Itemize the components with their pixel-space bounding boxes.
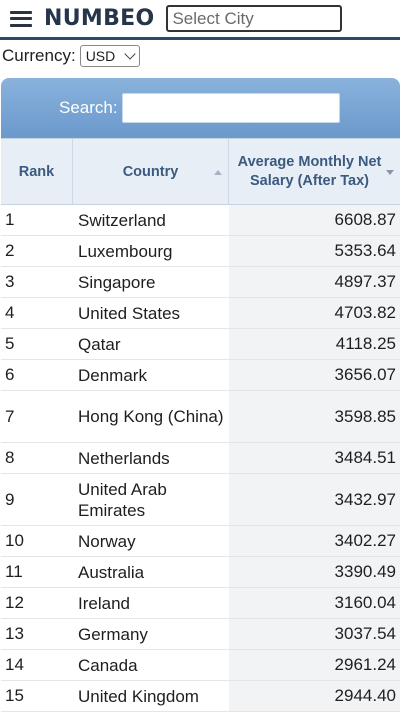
column-header-country[interactable]: Country [73, 139, 229, 204]
currency-label: Currency: [2, 46, 76, 65]
rank-cell: 11 [5, 562, 23, 581]
country-cell[interactable]: Germany [78, 624, 148, 644]
country-cell[interactable]: Norway [78, 531, 136, 551]
sort-ascending-icon [214, 170, 222, 175]
country-cell[interactable]: Netherlands [78, 448, 170, 468]
column-header-country-label: Country [122, 163, 179, 180]
country-cell[interactable]: Qatar [78, 334, 121, 354]
search-input[interactable] [121, 93, 340, 123]
salary-cell: 3037.54 [229, 619, 400, 649]
salary-cell: 3656.07 [229, 360, 400, 390]
country-cell[interactable]: Hong Kong (China) [78, 407, 224, 426]
salary-cell: 3598.85 [229, 391, 400, 442]
table-row: 11 Australia 3390.49 [1, 557, 400, 588]
table-row: 12 Ireland 3160.04 [1, 588, 400, 619]
select-city-box[interactable] [166, 5, 343, 32]
top-bar: NUMBEO [0, 0, 400, 40]
rank-cell: 14 [5, 655, 24, 674]
salary-cell: 2961.24 [229, 650, 400, 680]
currency-row: Currency: USD [0, 40, 400, 72]
rank-cell: 13 [5, 624, 24, 643]
rank-cell: 3 [5, 272, 15, 291]
country-cell[interactable]: Australia [78, 562, 145, 582]
select-city-input[interactable] [172, 8, 337, 29]
country-cell[interactable]: United States [78, 303, 181, 323]
salary-table: Search: Rank Country Average Monthly Net… [1, 78, 400, 712]
hamburger-menu-icon[interactable] [10, 10, 32, 27]
table-row: 6 Denmark 3656.07 [1, 360, 400, 391]
rank-cell: 1 [5, 210, 15, 229]
salary-cell: 3432.97 [229, 474, 400, 525]
salary-cell: 2944.40 [229, 681, 400, 711]
table-row: 14 Canada 2961.24 [1, 650, 400, 681]
rank-cell: 6 [5, 365, 15, 384]
search-label: Search: [59, 98, 118, 117]
rank-cell: 10 [5, 531, 24, 550]
country-cell[interactable]: Luxembourg [78, 241, 173, 261]
salary-cell: 5353.64 [229, 236, 400, 266]
country-cell[interactable]: Denmark [78, 365, 147, 385]
salary-cell: 6608.87 [229, 205, 400, 235]
column-header-salary[interactable]: Average Monthly Net Salary (After Tax) [229, 139, 400, 204]
country-cell[interactable]: United Arab Emirates [78, 479, 167, 520]
table-row: 7 Hong Kong (China) 3598.85 [1, 391, 400, 443]
salary-cell: 3402.27 [229, 526, 400, 556]
rank-cell: 7 [5, 406, 15, 426]
table-row: 5 Qatar 4118.25 [1, 329, 400, 360]
salary-cell: 3390.49 [229, 557, 400, 587]
table-search-bar: Search: [1, 78, 400, 138]
numbeo-logo[interactable]: NUMBEO [44, 6, 155, 31]
country-cell[interactable]: Singapore [78, 272, 156, 292]
chevron-down-icon [124, 48, 136, 60]
country-cell[interactable]: United Kingdom [78, 686, 199, 706]
rank-cell: 15 [5, 686, 24, 705]
rank-cell: 8 [5, 448, 15, 467]
salary-cell: 4703.82 [229, 298, 400, 328]
table-row: 13 Germany 3037.54 [1, 619, 400, 650]
country-cell[interactable]: Switzerland [78, 210, 166, 230]
salary-cell: 4118.25 [229, 329, 400, 359]
rank-cell: 9 [5, 489, 15, 509]
rank-cell: 12 [5, 593, 24, 612]
table-row: 10 Norway 3402.27 [1, 526, 400, 557]
sort-descending-icon [386, 170, 394, 175]
table-header: Rank Country Average Monthly Net Salary … [1, 138, 400, 205]
currency-selected-value: USD [85, 48, 116, 64]
table-row: 8 Netherlands 3484.51 [1, 443, 400, 474]
rank-cell: 2 [5, 241, 15, 260]
column-header-rank-label: Rank [18, 163, 55, 180]
salary-cell: 3484.51 [229, 443, 400, 473]
table-row: 3 Singapore 4897.37 [1, 267, 400, 298]
table-row: 9 United Arab Emirates 3432.97 [1, 474, 400, 526]
table-row: 2 Luxembourg 5353.64 [1, 236, 400, 267]
rank-cell: 5 [5, 334, 15, 353]
column-header-rank[interactable]: Rank [1, 139, 73, 204]
table-row: 4 United States 4703.82 [1, 298, 400, 329]
table-row: 1 Switzerland 6608.87 [1, 205, 400, 236]
rank-cell: 4 [5, 303, 15, 322]
country-cell[interactable]: Canada [78, 655, 138, 675]
salary-cell: 4897.37 [229, 267, 400, 297]
column-header-salary-label: Average Monthly Net Salary (After Tax) [237, 154, 382, 189]
table-row: 15 United Kingdom 2944.40 [1, 681, 400, 712]
table-body: 1 Switzerland 6608.87 2 Luxembourg 5353.64 3 Si… [1, 205, 400, 712]
salary-cell: 3160.04 [229, 588, 400, 618]
country-cell[interactable]: Ireland [78, 593, 130, 613]
currency-select[interactable]: USD [79, 45, 140, 67]
